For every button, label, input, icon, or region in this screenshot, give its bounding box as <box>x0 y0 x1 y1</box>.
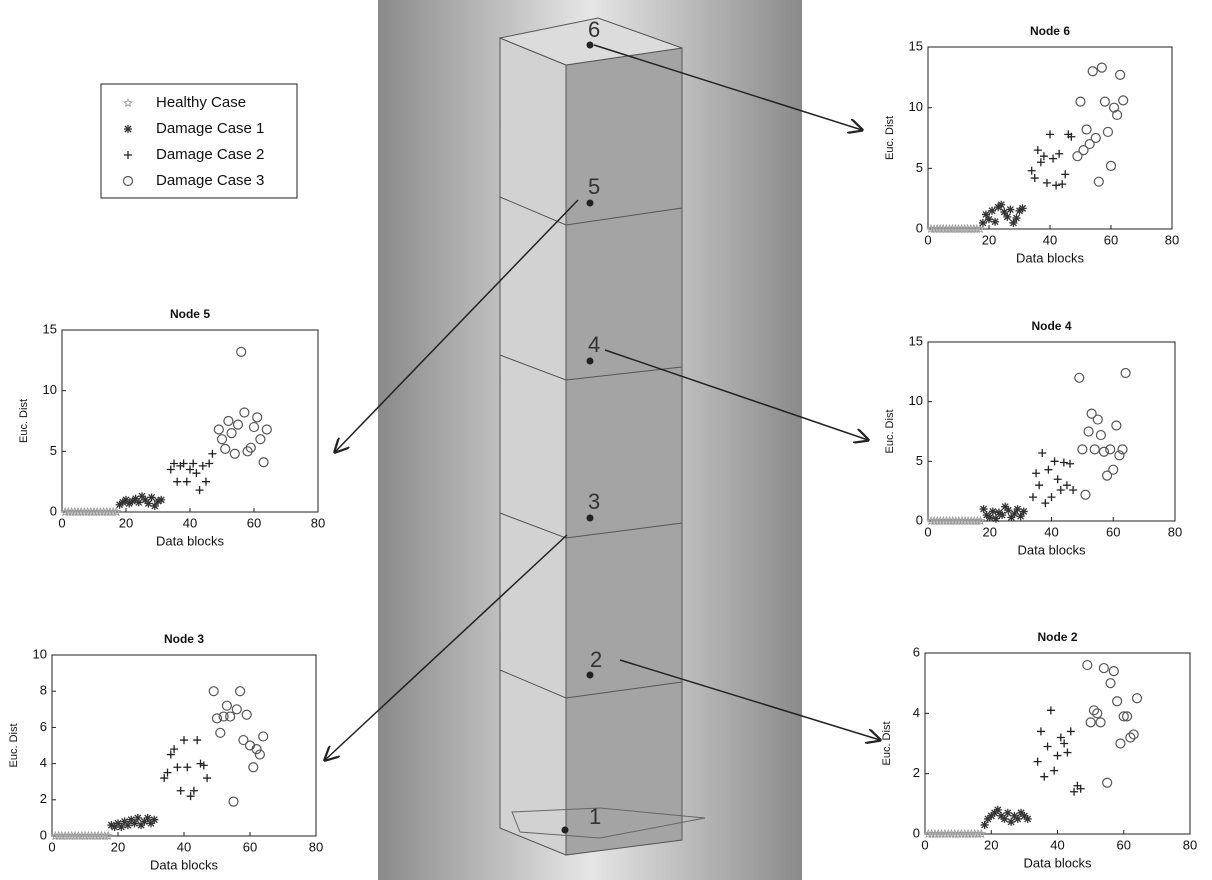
legend-label: Damage Case 1 <box>156 120 264 137</box>
point <box>1020 507 1028 515</box>
y-tick-label: 15 <box>909 38 923 53</box>
point <box>148 493 156 501</box>
x-tick-label: 20 <box>984 837 998 852</box>
point <box>989 507 997 515</box>
y-tick-label: 0 <box>40 827 47 842</box>
y-tick-label: 4 <box>40 755 47 770</box>
y-tick-label: 2 <box>40 791 47 806</box>
legend-label: Damage Case 3 <box>156 172 264 189</box>
point <box>134 814 142 822</box>
tower <box>500 18 705 855</box>
point <box>979 219 987 227</box>
x-tick-label: 20 <box>983 524 997 539</box>
plot-area <box>52 655 316 836</box>
x-tick-label: 0 <box>924 524 931 539</box>
x-axis-label: Data blocks <box>156 533 224 548</box>
y-tick-label: 15 <box>43 321 57 336</box>
point <box>157 496 165 504</box>
y-axis-label: Euc. Dist <box>8 723 20 767</box>
page: 1 2 3 4 5 6 Healthy Case Damage Case 1 Dam… <box>0 0 1212 880</box>
x-tick-label: 0 <box>48 839 55 854</box>
y-axis-label: Euc. Dist <box>18 399 30 443</box>
legend-label: Damage Case 2 <box>156 146 264 163</box>
x-tick-label: 80 <box>311 515 325 530</box>
y-axis-label: Euc. Dist <box>881 721 893 765</box>
node-label: 3 <box>588 489 600 514</box>
point <box>1019 204 1027 212</box>
x-axis-label: Data blocks <box>150 857 218 872</box>
y-tick-label: 10 <box>33 646 47 661</box>
x-axis-label: Data blocks <box>1024 855 1092 870</box>
point <box>998 511 1006 519</box>
y-tick-label: 0 <box>916 512 923 527</box>
x-tick-label: 0 <box>924 232 931 247</box>
x-tick-label: 40 <box>1044 524 1058 539</box>
chart-title: Node 2 <box>1037 630 1077 644</box>
x-tick-label: 60 <box>243 839 257 854</box>
y-tick-label: 5 <box>916 160 923 175</box>
y-tick-label: 0 <box>913 825 920 840</box>
x-tick-label: 80 <box>1183 837 1197 852</box>
x-tick-label: 60 <box>1104 232 1118 247</box>
chart-title: Node 5 <box>170 307 210 321</box>
plot-area <box>925 653 1190 834</box>
y-tick-label: 4 <box>913 705 920 720</box>
x-tick-label: 40 <box>177 839 191 854</box>
point <box>1003 213 1011 221</box>
x-axis-label: Data blocks <box>1018 542 1086 557</box>
x-tick-label: 80 <box>1165 232 1179 247</box>
x-tick-label: 80 <box>309 839 323 854</box>
y-tick-label: 5 <box>916 453 923 468</box>
chart-title: Node 6 <box>1030 24 1070 38</box>
x-tick-label: 40 <box>183 515 197 530</box>
marker <box>124 125 132 133</box>
x-tick-label: 40 <box>1050 837 1064 852</box>
point <box>988 207 996 215</box>
chart-title: Node 4 <box>1031 319 1071 333</box>
y-axis-label: Euc. Dist <box>884 409 896 453</box>
node-label: 4 <box>588 332 600 357</box>
legend-label: Healthy Case <box>156 94 246 111</box>
point <box>991 218 999 226</box>
y-tick-label: 5 <box>50 443 57 458</box>
y-tick-label: 0 <box>50 503 57 518</box>
y-tick-label: 10 <box>909 393 923 408</box>
x-tick-label: 80 <box>1168 524 1182 539</box>
y-tick-label: 10 <box>909 99 923 114</box>
x-tick-label: 60 <box>1117 837 1131 852</box>
x-tick-label: 40 <box>1043 232 1057 247</box>
node-label: 5 <box>588 174 600 199</box>
node-label: 2 <box>590 647 602 672</box>
x-tick-label: 60 <box>1106 524 1120 539</box>
plot-area <box>62 330 318 512</box>
point <box>1024 815 1032 823</box>
y-tick-label: 6 <box>913 644 920 659</box>
point <box>997 201 1005 209</box>
x-tick-label: 60 <box>247 515 261 530</box>
y-axis-label: Euc. Dist <box>884 116 896 160</box>
x-tick-label: 20 <box>119 515 133 530</box>
point <box>1006 206 1014 214</box>
point <box>1004 506 1012 514</box>
point <box>1012 214 1020 222</box>
x-tick-label: 20 <box>111 839 125 854</box>
y-tick-label: 2 <box>913 765 920 780</box>
y-tick-label: 0 <box>916 220 923 235</box>
chart-title: Node 3 <box>164 632 204 646</box>
node-label: 6 <box>588 17 600 42</box>
y-tick-label: 8 <box>40 683 47 698</box>
figure: 1 2 3 4 5 6 Healthy Case Damage Case 1 Dam… <box>0 0 1212 880</box>
point <box>150 816 158 824</box>
y-tick-label: 6 <box>40 719 47 734</box>
y-tick-label: 15 <box>909 333 923 348</box>
y-tick-label: 10 <box>43 382 57 397</box>
node-label: 1 <box>589 804 601 829</box>
x-tick-label: 20 <box>982 232 996 247</box>
x-tick-label: 0 <box>58 515 65 530</box>
x-tick-label: 0 <box>921 837 928 852</box>
x-axis-label: Data blocks <box>1016 250 1084 265</box>
